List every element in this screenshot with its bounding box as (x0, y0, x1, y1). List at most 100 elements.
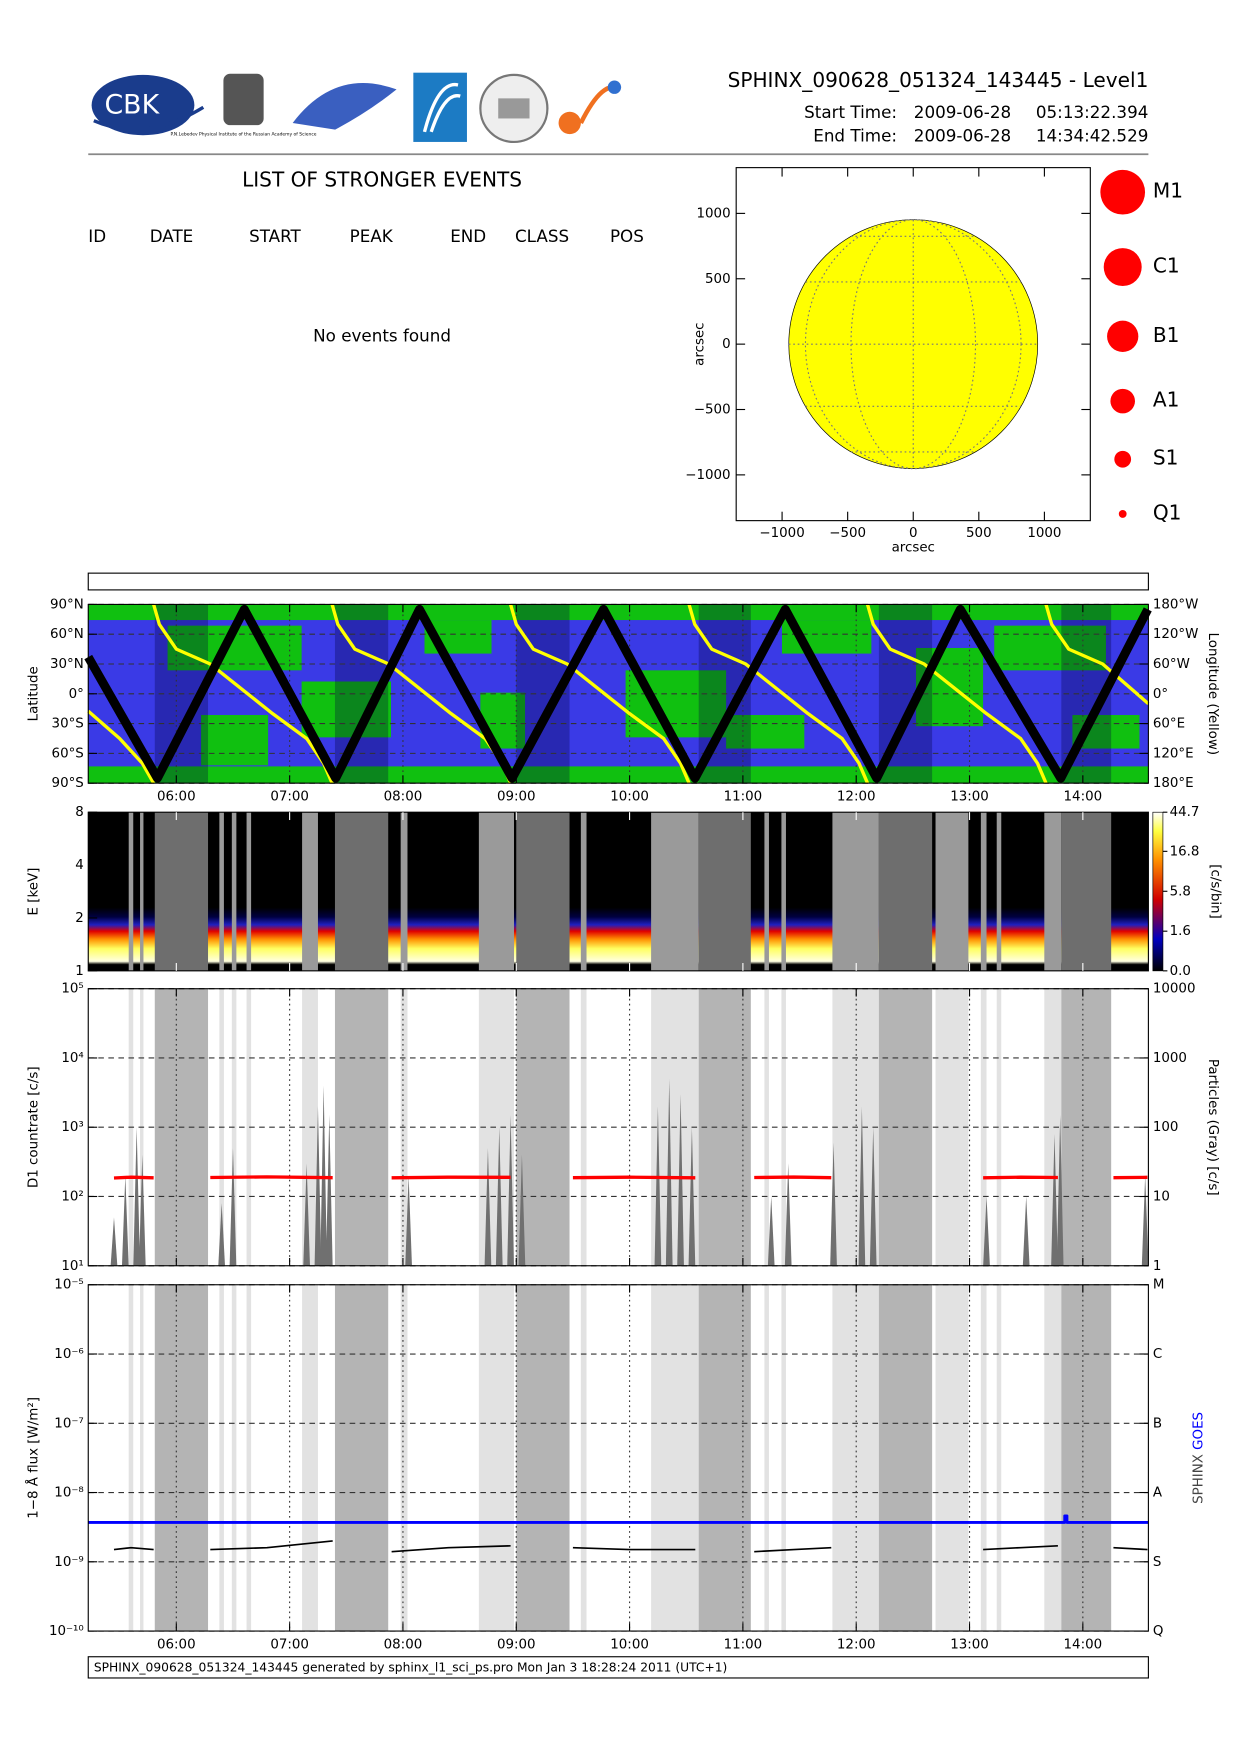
map-region (88, 766, 1149, 784)
y-tick-label: 0° (69, 687, 84, 702)
end-time: 14:34:42.529 (1036, 125, 1149, 145)
shaded-interval (1061, 1284, 1112, 1632)
particle-spike (767, 1196, 775, 1266)
map-region (88, 604, 1149, 621)
data-line (391, 1175, 511, 1180)
logo-cbk (91, 74, 195, 136)
y2-tick-label: 180°E (1153, 776, 1194, 791)
particle-spike (869, 1127, 877, 1266)
data-line (391, 1544, 511, 1553)
shaded-interval (516, 1284, 570, 1632)
particle-spike (858, 1106, 866, 1266)
particle-spike (507, 1115, 514, 1266)
legend-label: B1 (1153, 323, 1180, 347)
y-tick-label: 60°S (52, 746, 84, 761)
shaded-interval (334, 812, 389, 971)
y2-tick-label: C (1153, 1347, 1162, 1362)
shaded-interval (231, 812, 237, 971)
y-tick-label: 10¹ (61, 1259, 83, 1274)
plot-frame (87, 811, 1149, 972)
y-tick-label: 10⁻⁹ (54, 1555, 83, 1570)
y2-tick-label: 60°W (1153, 657, 1190, 672)
data-line (210, 1175, 333, 1180)
x-tick-label: 09:00 (497, 790, 536, 805)
x-tick-label: 13:00 (950, 1637, 989, 1652)
legend: SPHINX GOES (1192, 1412, 1207, 1504)
shaded-interval (878, 812, 933, 971)
status-bar (87, 572, 1149, 591)
particle-spike (688, 1127, 696, 1266)
x-tick-label: 14:00 (1064, 790, 1103, 805)
shaded-interval (302, 1284, 318, 1632)
start-time: 05:13:22.394 (1036, 102, 1149, 122)
x-tick-label: 08:00 (384, 790, 423, 805)
particle-spike (303, 1163, 310, 1266)
events-column: CLASS (515, 226, 569, 246)
shaded-interval (478, 812, 514, 971)
colorbar-tick-label: 16.8 (1170, 844, 1200, 859)
shaded-interval (246, 988, 252, 1266)
y2-tick-label: 100 (1153, 1120, 1179, 1135)
start-label: Start Time: (804, 102, 897, 122)
y-tick-label: 0 (722, 337, 731, 352)
particle-spike (665, 1078, 673, 1266)
particle-spike (110, 1217, 118, 1266)
logo-mifi (292, 83, 397, 130)
end-label: End Time: (813, 125, 897, 145)
shaded-interval (128, 812, 134, 971)
legend-marker (1114, 450, 1132, 468)
shaded-interval (580, 1284, 587, 1632)
particle-spike (518, 1154, 526, 1266)
end-date: 2009-06-28 (914, 125, 1011, 145)
shaded-interval (219, 812, 224, 971)
map-region (916, 647, 984, 727)
y-tick-label: 10⁻⁷ (54, 1416, 83, 1431)
data-line (84, 604, 1152, 783)
y2-tick-label: 0° (1153, 687, 1168, 702)
y2-tick-label: M (1153, 1278, 1165, 1293)
y2-tick-label: 120°E (1153, 746, 1194, 761)
colorbar-tick-label: 0.0 (1170, 964, 1191, 979)
x-tick-label: 0 (909, 526, 918, 541)
data-line (572, 1175, 696, 1180)
x-tick-label: −1000 (759, 526, 804, 541)
particle-spike (983, 1196, 990, 1266)
y-tick-label: 10² (61, 1189, 83, 1204)
particle-spike (133, 1127, 141, 1266)
particle-spike (495, 1127, 503, 1266)
data-line (1044, 603, 1150, 705)
x-tick-label: 12:00 (837, 790, 876, 805)
map-region (994, 625, 1106, 671)
shaded-interval (231, 1284, 237, 1632)
y-axis-label: E [keV] (27, 868, 42, 916)
map-region (726, 715, 805, 749)
shaded-interval (154, 1284, 209, 1632)
colorbar-tick-label: 5.8 (1170, 884, 1191, 899)
x-tick-label: 14:00 (1064, 1637, 1103, 1652)
shaded-interval (781, 1284, 786, 1632)
map-region (201, 715, 269, 766)
legend-marker (1110, 388, 1135, 414)
shaded-interval (781, 812, 786, 971)
x-tick-label: 10:00 (610, 1637, 649, 1652)
x-tick-label: 12:00 (837, 1637, 876, 1652)
y2-axis-label: Particles (Gray) [c/s] (1205, 1059, 1220, 1196)
particle-spike (325, 1115, 333, 1266)
shaded-interval (935, 812, 969, 971)
x-tick-label: 06:00 (157, 1637, 196, 1652)
logos: CBK P.N.Lebedev Physical Institute of th… (91, 72, 622, 144)
colorbar-tick-label: 1.6 (1170, 924, 1191, 939)
legend-label: C1 (1153, 254, 1180, 278)
footer-box (87, 1656, 1149, 1679)
data-line (210, 1540, 333, 1551)
x-tick-label: 11:00 (724, 790, 763, 805)
y-tick-label: 1000 (697, 206, 731, 221)
y-axis-label: 1−8 Å flux [W/m²] (25, 1397, 42, 1519)
events-column: END (450, 226, 486, 246)
particle-spike (830, 1142, 837, 1266)
y-tick-label: 30°N (50, 657, 84, 672)
shaded-interval (219, 1284, 224, 1632)
particle-spike (654, 1106, 662, 1266)
legend-marker (1118, 510, 1127, 518)
